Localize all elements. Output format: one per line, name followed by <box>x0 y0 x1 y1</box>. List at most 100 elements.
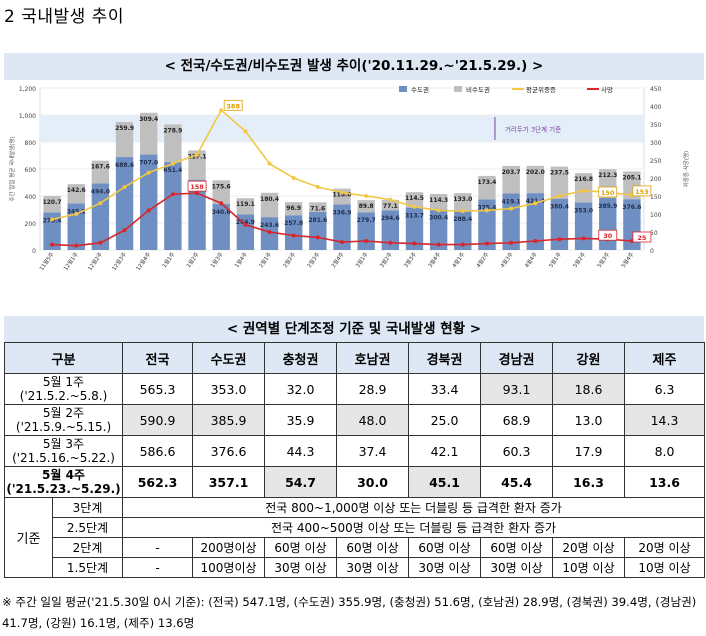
severe-point <box>219 108 224 113</box>
x-tick-label: 1월4주 <box>233 251 249 270</box>
severe-peak-label-box <box>223 99 243 111</box>
capital-value-label: 651.4 <box>163 167 182 174</box>
cell: 13.6 <box>624 466 706 498</box>
cell: 565.3 <box>122 373 194 405</box>
cell: 25.0 <box>408 404 482 436</box>
stage-name: 2.5단계 <box>51 517 124 538</box>
severe-final-label: 153 <box>635 188 649 196</box>
stage-row-3: 기준 3단계 전국 800~1,000명 이상 또는 더블링 등 급격한 환자 … <box>4 497 706 578</box>
cell: 590.9 <box>122 404 194 436</box>
deaths-point <box>340 240 344 245</box>
cell: 16.3 <box>552 466 626 498</box>
row-label: 5월 4주 ('21.5.23.~5.29.) <box>3 466 124 498</box>
header-jeju: 제주 <box>624 342 706 374</box>
left-tick-label: 0 <box>32 248 36 255</box>
legend-swatch <box>454 86 462 92</box>
stage-name: 3단계 <box>51 497 124 518</box>
deaths-point <box>533 239 538 243</box>
noncapital-value-label: 216.8 <box>574 176 593 183</box>
bar-capital <box>454 211 472 250</box>
cell: 562.3 <box>122 466 194 498</box>
deaths-point <box>484 241 489 246</box>
annotation-text: 거리두기 3단계 기준 <box>505 125 561 134</box>
bar-capital <box>284 215 303 250</box>
deaths-point <box>98 240 103 245</box>
cell: 60명 이상 <box>336 537 410 558</box>
x-tick-label: 1월2주 <box>184 251 200 270</box>
severe-point <box>50 217 55 222</box>
left-tick-label: 200 <box>25 221 37 228</box>
x-tick-label: 2월4주 <box>329 251 345 270</box>
bar-noncapital <box>478 175 496 200</box>
cell: 30.0 <box>336 466 410 498</box>
bar-capital <box>526 193 544 250</box>
right-tick-label: 300 <box>650 140 662 147</box>
cell: 357.1 <box>192 466 266 498</box>
deaths-point <box>364 239 369 243</box>
noncapital-value-label: 133.0 <box>453 196 472 203</box>
bar-noncapital <box>260 192 279 218</box>
deaths-point <box>122 228 127 233</box>
deaths-point <box>243 222 248 227</box>
severe-point <box>98 201 103 206</box>
cell: 37.4 <box>336 435 410 467</box>
bar-noncapital <box>284 202 303 216</box>
capital-value-label: 279.7 <box>357 217 376 224</box>
capital-value-label: 353.0 <box>574 207 593 214</box>
x-tick-label: 5월3주 <box>595 251 611 270</box>
bar-capital <box>405 207 424 250</box>
x-tick-label: 5월1주 <box>547 251 563 270</box>
stage-row-2-5: 2.5단계 전국 400~500명 이상 또는 더블링 등 급격한 환자 증가 <box>5 517 706 538</box>
bar-capital <box>43 212 61 250</box>
bar-capital <box>333 204 351 250</box>
bar-capital <box>381 210 400 250</box>
severe-point <box>243 129 248 134</box>
capital-value-label: 300.4 <box>429 214 448 221</box>
table-title: < 권역별 단계조정 기준 및 국내발생 현황 > <box>4 316 704 343</box>
deaths-point <box>436 242 441 247</box>
stage-name: 1.5단계 <box>51 557 124 578</box>
deaths-point <box>267 230 272 234</box>
bar-capital <box>236 214 255 250</box>
section-title: 2 국내발생 추이 <box>4 7 124 27</box>
bar-capital <box>212 204 230 250</box>
cell: 17.9 <box>552 435 626 467</box>
bar-noncapital <box>115 121 134 158</box>
x-tick-label: 4월1주 <box>450 251 466 270</box>
cell: 93.1 <box>480 373 554 405</box>
cell: 44.3 <box>264 435 338 467</box>
bar-noncapital <box>212 180 230 205</box>
cell: 376.6 <box>192 435 266 467</box>
death-peak-label-box <box>187 180 207 192</box>
x-tick-label: 3월2주 <box>378 251 394 270</box>
cell: 68.9 <box>480 404 554 436</box>
severe-point <box>195 152 200 157</box>
bar-noncapital <box>67 184 85 204</box>
capital-value-label: 375.4 <box>477 204 496 211</box>
x-tick-label: 2월1주 <box>257 251 273 270</box>
chart-title: < 전국/수도권/비수도권 발생 추이('20.11.29.~'21.5.29.… <box>4 53 704 80</box>
cell: 18.6 <box>552 373 626 405</box>
bar-capital <box>550 198 569 250</box>
cell: 60명 이상 <box>264 537 338 558</box>
cell: 60.3 <box>480 435 554 467</box>
noncapital-value-label: 114.5 <box>405 195 424 202</box>
capital-value-label: 376.6 <box>622 204 641 211</box>
footnote: ※ 주간 일일 평균('21.5.30일 0시 기준): (전국) 547.1명… <box>2 595 697 630</box>
bar-noncapital <box>357 200 375 213</box>
x-tick-label: 5월2주 <box>571 251 587 270</box>
cell: 586.6 <box>122 435 194 467</box>
bar-noncapital <box>526 165 544 194</box>
severe-peak-label: 388 <box>226 102 240 110</box>
cell: 200명이상 <box>192 537 266 558</box>
deaths-point <box>460 242 465 247</box>
table-row-week4: 5월 4주 ('21.5.23.~5.29.) 562.3 357.1 54.7 … <box>3 466 706 498</box>
left-tick-label: 400 <box>25 194 37 201</box>
x-tick-label: 1월3주 <box>208 251 224 270</box>
bar-capital <box>188 179 206 250</box>
bar-capital <box>140 154 158 250</box>
legend-label: 평균위중증 <box>526 85 556 94</box>
legend-label: 수도권 <box>411 86 429 94</box>
legend-label: 사망 <box>601 85 613 94</box>
stage-text: 전국 400~500명 이상 또는 더블링 등 급격한 환자 증가 <box>122 517 706 538</box>
